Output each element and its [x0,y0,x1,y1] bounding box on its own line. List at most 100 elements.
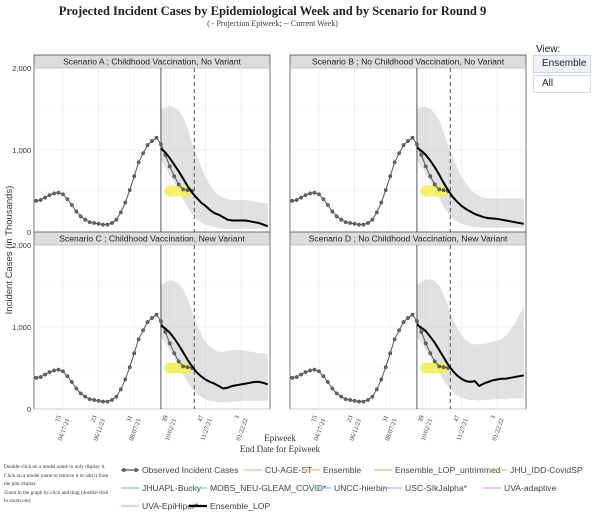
observed-point [299,195,304,200]
observed-point [65,197,70,202]
panel-scenario-b: Scenario B ; No Childhood Vaccination, N… [289,54,527,233]
view-ensemble-button[interactable]: Ensemble [533,55,591,73]
observed-point [123,377,128,382]
observed-point [96,221,101,226]
y-tick-label: 1,000 [12,323,31,332]
ensemble-lop-line [416,146,524,225]
observed-point [290,375,295,380]
legend-item-label: UVA-adaptive [504,483,557,493]
x-axis-label-secondary: End Date for Epiweek [240,444,321,454]
observed-point [370,217,375,222]
legend-swatch-marker [122,468,126,472]
observed-point [343,220,348,225]
observed-point [34,198,39,203]
observed-point [352,398,357,403]
observed-point [74,386,79,391]
observed-point [325,202,330,207]
observed-point [361,399,366,404]
y-axis-label-group: Incident Cases (in Thousands) [4,186,15,315]
observed-point [437,364,442,369]
panel-title: Scenario B ; No Childhood Vaccination, N… [312,57,505,67]
view-all-button[interactable]: All [533,75,591,93]
observed-point [397,328,402,333]
observed-point [109,398,114,402]
legend-swatch [384,487,402,489]
observed-point [118,387,123,392]
observed-point [334,391,339,396]
observed-point [365,221,370,225]
instruction-line: the plot display. [4,481,37,488]
observed-point [158,142,163,147]
observed-point [383,188,388,193]
observed-point [158,319,163,324]
observed-point [401,320,406,325]
observed-point [414,142,419,147]
observed-point [132,351,137,356]
observed-point [114,394,119,399]
x-tick-label: 47 [197,414,206,423]
legend-item-label: USC-SIkJalpha* [405,483,468,493]
observed-point [136,160,141,165]
observed-point [339,217,344,222]
observed-point [361,222,366,227]
observed-point [163,329,168,334]
observed-point [423,164,428,169]
observed-point [330,209,335,214]
observed-point [150,139,154,143]
observed-point [92,398,97,402]
x-tick-group: 301/22/22 [233,415,249,442]
observed-point [294,375,299,379]
observed-point [101,399,105,404]
observed-point [374,387,379,392]
observed-point [308,191,312,196]
observed-point [83,217,88,222]
observed-point [38,198,43,202]
legend-item-label: JHU_IDD-CovidSP [510,465,583,475]
observed-point [357,222,361,227]
observed-point [379,200,384,205]
y-tick-label: 2,000 [12,64,31,73]
observed-point [78,391,83,396]
observed-point [388,351,393,356]
observed-point [60,192,65,197]
observed-point [312,367,317,372]
panel-scenario-a: Scenario A ; Childhood Vaccination, No V… [12,54,271,237]
legend-item-label: UVA-EpiHiper* [142,501,199,511]
observed-point [118,210,123,215]
legend-swatch [302,469,320,471]
legend-item-label: Ensemble_LOP [210,501,271,511]
x-tick-date: 01/22/22 [235,418,249,442]
observed-point [308,368,312,373]
observed-point [432,359,437,364]
plot-instructions: Double-click on a model name to only dis… [4,463,119,506]
x-tick-label: 31 [125,415,134,424]
observed-point [123,200,128,205]
observed-point [330,386,335,391]
observed-point [316,369,321,374]
observed-point [388,174,393,179]
plot-area[interactable]: Scenario A ; Childhood Vaccination, No V… [0,0,600,462]
observed-point [325,379,330,384]
observed-point [441,365,446,370]
observed-point [401,143,406,148]
x-tick-label: 47 [453,414,462,423]
x-tick-group: 301/22/22 [489,415,505,442]
x-tick-label: 3 [489,415,497,420]
observed-point [78,214,83,219]
observed-point [69,379,74,384]
instruction-line: to zoom out) [4,498,31,505]
observed-point [74,209,79,214]
observed-point [181,187,186,192]
ensemble-lop-line [160,324,269,390]
observed-point [176,359,181,364]
observed-point [321,197,326,202]
observed-point [365,398,370,402]
panel-scenario-d: Scenario D ; No Childhood Vaccination, N… [289,231,527,442]
observed-point [303,193,308,198]
observed-point [370,394,375,399]
